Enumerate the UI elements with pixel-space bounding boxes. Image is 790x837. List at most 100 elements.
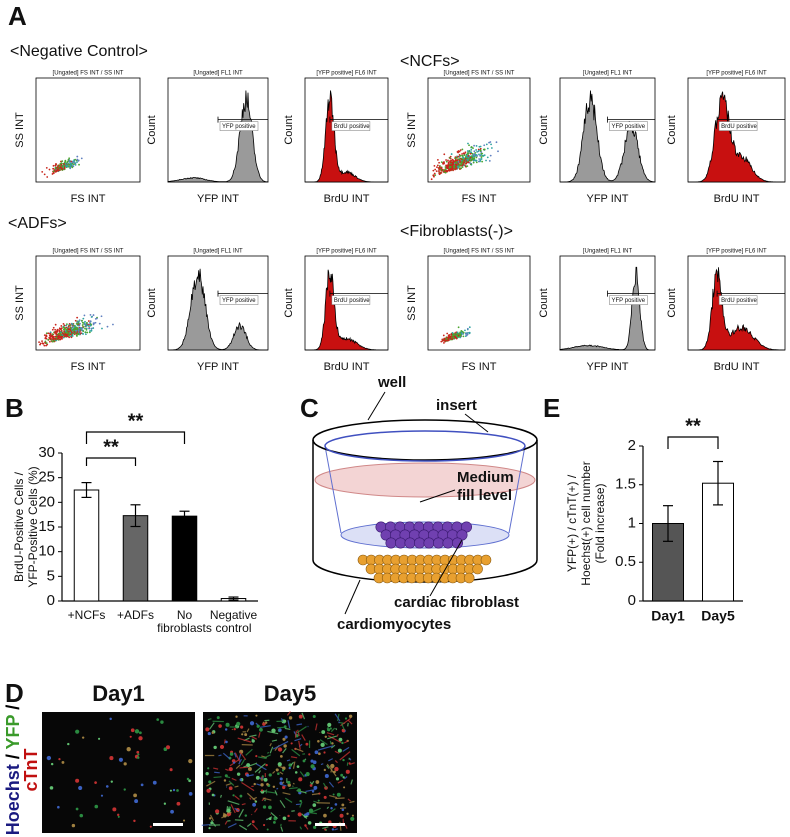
cell xyxy=(222,813,227,818)
cell xyxy=(289,787,298,790)
cell xyxy=(260,783,264,787)
scatter-dot xyxy=(449,155,452,158)
scatter-dot xyxy=(53,331,56,334)
cell xyxy=(284,735,288,739)
cell xyxy=(112,807,117,812)
scatter-dot xyxy=(478,145,481,148)
scatter-dot xyxy=(479,159,482,162)
cell xyxy=(262,797,272,801)
cell xyxy=(334,828,338,831)
scatter-dot xyxy=(52,326,55,329)
cell xyxy=(347,719,353,725)
scatter-dot xyxy=(57,332,60,335)
scatter-dot xyxy=(92,322,95,325)
cell xyxy=(330,808,336,813)
scatter-dot xyxy=(483,144,486,147)
scatter-dot xyxy=(457,151,460,154)
scatter-dot xyxy=(438,169,440,171)
cell xyxy=(233,761,236,764)
cell xyxy=(331,828,335,831)
cell xyxy=(280,823,282,827)
scatter-dot xyxy=(42,342,45,345)
scatter-dot xyxy=(445,164,447,167)
scatter-dot xyxy=(90,316,93,318)
cell xyxy=(205,727,210,732)
cell xyxy=(46,755,52,761)
scatter-dot xyxy=(67,328,70,330)
group-title: <NCFs> xyxy=(400,53,460,70)
gate-label: YFP positive xyxy=(612,298,646,304)
scatter-dot xyxy=(82,326,85,328)
scatter-dot xyxy=(61,334,64,336)
panel-label: A xyxy=(8,1,27,31)
scatter-dot xyxy=(470,151,473,154)
plot-header: [YFP positive] FL6 INT xyxy=(706,249,767,255)
stain-part: / xyxy=(3,705,23,715)
cell xyxy=(327,722,332,727)
cell xyxy=(260,789,264,792)
scatter-dot xyxy=(478,158,481,160)
cell xyxy=(324,774,329,779)
cell xyxy=(211,731,215,734)
scatter-dot xyxy=(476,155,479,157)
y-axis-label: SS INT xyxy=(14,112,26,148)
cell xyxy=(238,758,242,765)
scatter-dot xyxy=(466,159,469,161)
group-title: <Fibroblasts(-)> xyxy=(400,223,513,240)
gate-box xyxy=(331,295,371,305)
cell xyxy=(317,745,334,751)
scatter-dot xyxy=(63,330,66,333)
scatter-dot xyxy=(52,164,55,167)
cell xyxy=(266,782,269,786)
scatter-dot xyxy=(463,154,466,157)
cell xyxy=(246,762,258,768)
y-tick-label: 1.5 xyxy=(615,476,636,493)
scatter-dot xyxy=(450,167,453,170)
scatter-dot xyxy=(56,169,58,172)
scatter-dot xyxy=(463,159,466,162)
cell xyxy=(311,807,321,813)
cell xyxy=(269,746,274,754)
scatter-dot xyxy=(77,159,80,162)
scatter-dot xyxy=(439,168,442,171)
scatter-dot xyxy=(74,327,76,330)
scatter-dot xyxy=(89,314,92,316)
scatter-dot xyxy=(497,150,499,153)
cell xyxy=(282,785,286,790)
cell xyxy=(334,750,340,754)
scatter-dot xyxy=(470,146,473,148)
stain-part: cTnT xyxy=(21,748,41,791)
scatter-dot xyxy=(454,336,456,339)
cell xyxy=(249,721,255,726)
cell xyxy=(266,751,270,754)
cell xyxy=(227,822,237,829)
cell xyxy=(286,759,291,762)
cell xyxy=(318,752,321,756)
x-axis-label: FS INT xyxy=(462,193,497,205)
scatter-dot xyxy=(46,176,49,178)
scatter-dot xyxy=(459,333,462,336)
x-tick-label: Negative xyxy=(210,608,258,622)
cell xyxy=(337,779,344,784)
cell xyxy=(328,820,332,824)
scatter-dot xyxy=(480,151,483,153)
cell xyxy=(228,767,233,772)
scatter-dot xyxy=(70,160,73,163)
scatter-dot xyxy=(432,169,435,172)
scatter-dot xyxy=(464,329,466,332)
cell xyxy=(249,797,252,800)
scatter-dot xyxy=(467,154,470,157)
scatter-dot xyxy=(41,340,43,343)
scatter-dot xyxy=(490,143,492,146)
scatter-dot xyxy=(56,328,59,331)
y-axis-label: YFP(+) / cTnT(+) / xyxy=(565,474,579,572)
cell xyxy=(330,806,333,810)
insert-top xyxy=(324,430,526,462)
cell xyxy=(227,811,232,814)
scatter-dot xyxy=(77,333,80,336)
significance-bracket xyxy=(85,431,186,444)
scatter-dot xyxy=(60,334,62,337)
cell xyxy=(277,762,282,767)
scatter-dot xyxy=(434,174,437,177)
cell xyxy=(262,721,265,724)
